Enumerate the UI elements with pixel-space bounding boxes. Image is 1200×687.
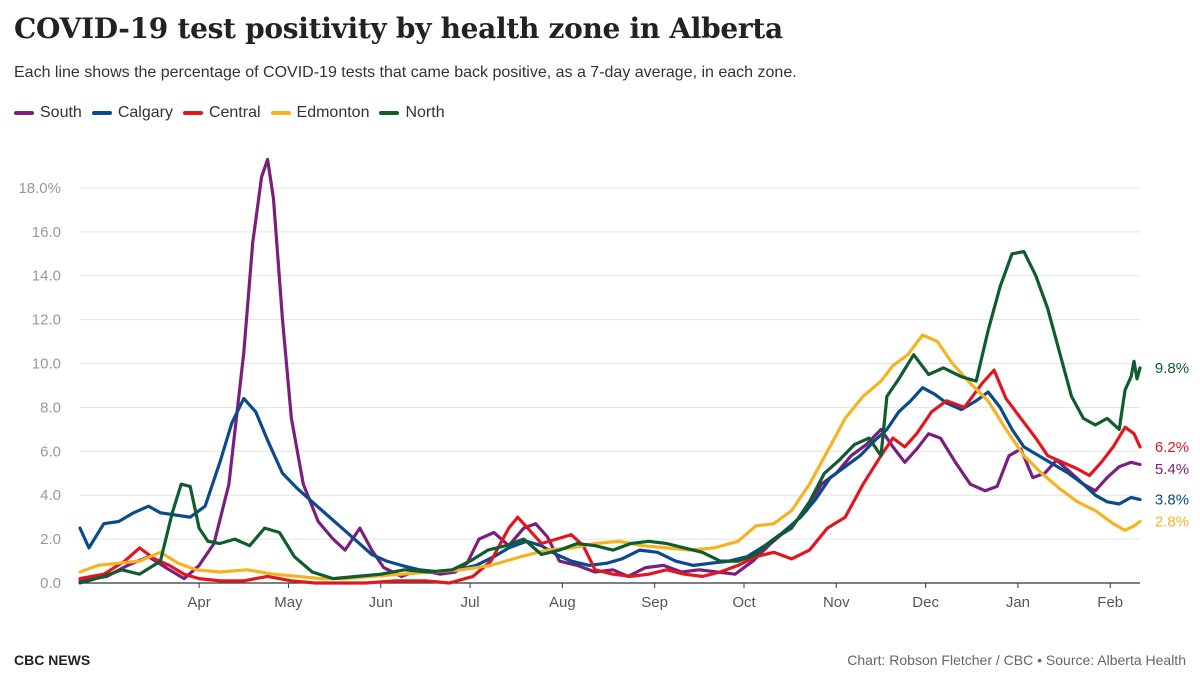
- chart-title: COVID-19 test positivity by health zone …: [14, 12, 783, 45]
- legend-label-south: South: [40, 104, 82, 121]
- y-tick-label: 16.0: [32, 224, 61, 241]
- x-tick-label: Jan: [1006, 594, 1030, 611]
- x-tick-label: Sep: [641, 594, 668, 611]
- legend-swatch-calgary: [91, 111, 112, 115]
- series-line-north: [78, 250, 1142, 585]
- legend-swatch-central: [182, 111, 203, 115]
- end-labels: 9.8% 6.2% 5.4% 3.8% 2.8%: [1155, 360, 1189, 531]
- series-line-edmonton: [78, 333, 1142, 581]
- legend: South Calgary Central Edmonton North: [14, 104, 455, 122]
- legend-item-central: Central: [182, 104, 261, 122]
- legend-item-edmonton: Edmonton: [270, 104, 370, 122]
- end-label-calgary: 3.8%: [1155, 492, 1189, 509]
- y-tick-label: 10.0: [32, 356, 61, 373]
- legend-label-edmonton: Edmonton: [296, 104, 370, 121]
- series-line-central: [78, 368, 1142, 585]
- y-tick-label: 0.0: [40, 575, 61, 592]
- x-tick-label: Feb: [1097, 594, 1123, 611]
- x-tick-label: Jul: [460, 594, 479, 611]
- x-tick-label: Dec: [912, 594, 939, 611]
- y-tick-label: 12.0: [32, 312, 61, 329]
- y-tick-label: 14.0: [32, 268, 61, 285]
- footer-brand: CBC NEWS: [14, 652, 91, 668]
- x-tick-label: Oct: [732, 594, 756, 611]
- y-tick-label: 2.0: [40, 531, 61, 548]
- legend-swatch-edmonton: [270, 111, 291, 115]
- x-tick-label: Nov: [823, 594, 850, 611]
- x-axis-ticks: Apr May Jun Jul Aug Sep Oct Nov Dec Jan Feb: [187, 583, 1123, 611]
- y-axis-ticks: 0.0 2.0 4.0 6.0 8.0 10.0 12.0 14.0 16.0 18.0%: [18, 180, 61, 592]
- y-tick-label: 6.0: [40, 443, 61, 460]
- series-line-south: [78, 157, 1142, 583]
- legend-item-calgary: Calgary: [91, 104, 173, 122]
- series-lines: [78, 157, 1142, 585]
- legend-item-north: North: [379, 104, 445, 122]
- legend-label-central: Central: [208, 104, 261, 121]
- y-tick-label: 8.0: [40, 399, 61, 416]
- end-label-north: 9.8%: [1155, 360, 1189, 377]
- x-tick-label: Apr: [187, 594, 210, 611]
- x-tick-label: Jun: [369, 594, 393, 611]
- y-tick-label: 18.0%: [18, 180, 61, 197]
- legend-label-calgary: Calgary: [117, 104, 173, 121]
- end-label-edmonton: 2.8%: [1155, 514, 1189, 531]
- legend-item-south: South: [14, 104, 82, 122]
- series-line-calgary: [78, 386, 1142, 574]
- chart-subtitle: Each line shows the percentage of COVID-…: [14, 64, 797, 81]
- end-label-central: 6.2%: [1155, 439, 1189, 456]
- legend-label-north: North: [405, 104, 445, 121]
- end-label-south: 5.4%: [1155, 461, 1189, 478]
- gridlines: [80, 187, 1140, 584]
- x-tick-label: Aug: [549, 594, 576, 611]
- line-chart: 0.0 2.0 4.0 6.0 8.0 10.0 12.0 14.0 16.0 18.0% Apr…: [18, 157, 1189, 611]
- legend-swatch-south: [14, 111, 34, 115]
- x-tick-label: May: [274, 594, 303, 611]
- legend-swatch-north: [379, 111, 400, 115]
- y-tick-label: 4.0: [40, 487, 61, 504]
- footer-credit: Chart: Robson Fletcher / CBC • Source: A…: [847, 652, 1186, 668]
